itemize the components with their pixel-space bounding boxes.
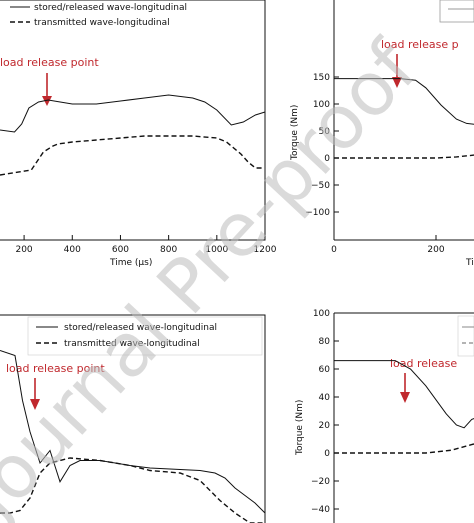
series-line-dashed — [0, 457, 265, 523]
x-tick-label: 200 — [15, 245, 32, 255]
x-axis-label: Time (μs) — [109, 258, 152, 268]
x-tick-label: 200 — [427, 245, 444, 255]
legend-entry-solid: stored/released wave-longitudinal — [64, 323, 217, 333]
legend-bottom-left: stored/released wave-longitudinal transm… — [27, 316, 263, 356]
y-tick-label: 0 — [324, 449, 330, 459]
series-line-solid — [0, 94, 266, 133]
legend-entry-solid: stored/released wave-longitudinal — [34, 3, 187, 13]
x-tick-label: 400 — [64, 245, 81, 255]
x-tick-label: 1000 — [205, 245, 228, 255]
annotation-load-release: load release p — [381, 38, 459, 51]
annotation-load-release: load release point — [6, 362, 105, 375]
y-tick-label: −40 — [311, 505, 330, 515]
legend-entry-dashed: transmitted wave-longitudinal — [64, 339, 200, 349]
series-line-solid — [334, 360, 474, 429]
y-tick-label: 60 — [319, 365, 331, 375]
y-tick-label: 100 — [313, 309, 330, 319]
annotation-arrow — [30, 378, 40, 410]
x-tick-label: 800 — [160, 245, 177, 255]
y-tick-label: −50 — [311, 181, 330, 191]
y-tick-label: 100 — [313, 100, 330, 110]
legend-top-left: stored/released wave-longitudinal transm… — [10, 3, 187, 28]
y-tick-label: 150 — [313, 73, 330, 83]
y-tick-label: −20 — [311, 477, 330, 487]
legend-entry-dashed: transmitted wave-longitudinal — [34, 18, 170, 28]
y-axis-label: Torque (Nm) — [290, 105, 300, 161]
series-line-dashed — [0, 135, 265, 176]
y-tick-label: 80 — [319, 337, 331, 347]
x-tick-label: 600 — [112, 245, 129, 255]
y-tick-label: 50 — [319, 127, 331, 137]
annotation-load-release: load release point — [0, 56, 99, 69]
series-line-dashed — [334, 154, 474, 159]
watermark-text: Journal Pre-proof — [0, 25, 435, 523]
x-tick-label: 1200 — [254, 245, 277, 255]
series-line-solid — [334, 78, 474, 125]
x-tick-label: 0 — [331, 245, 337, 255]
axes-frame-bottom-left — [0, 314, 266, 523]
axes-frame-top-left — [0, 0, 266, 241]
x-axis-label-partial: Ti — [465, 258, 474, 268]
series-line-solid — [0, 350, 266, 514]
panel-bottom-left: stored/released wave-longitudinal transm… — [0, 314, 266, 523]
y-tick-label: 20 — [319, 421, 331, 431]
y-tick-label: 40 — [319, 393, 331, 403]
y-axis-label: Torque (Nm) — [295, 400, 305, 456]
annotation-arrow — [400, 373, 410, 403]
annotation-arrow — [392, 54, 402, 88]
annotation-arrow — [42, 73, 52, 106]
y-tick-label: 0 — [324, 154, 330, 164]
panel-top-left: stored/released wave-longitudinal transm… — [0, 0, 277, 268]
series-line-dashed — [334, 443, 474, 454]
y-tick-label: −100 — [305, 208, 330, 218]
